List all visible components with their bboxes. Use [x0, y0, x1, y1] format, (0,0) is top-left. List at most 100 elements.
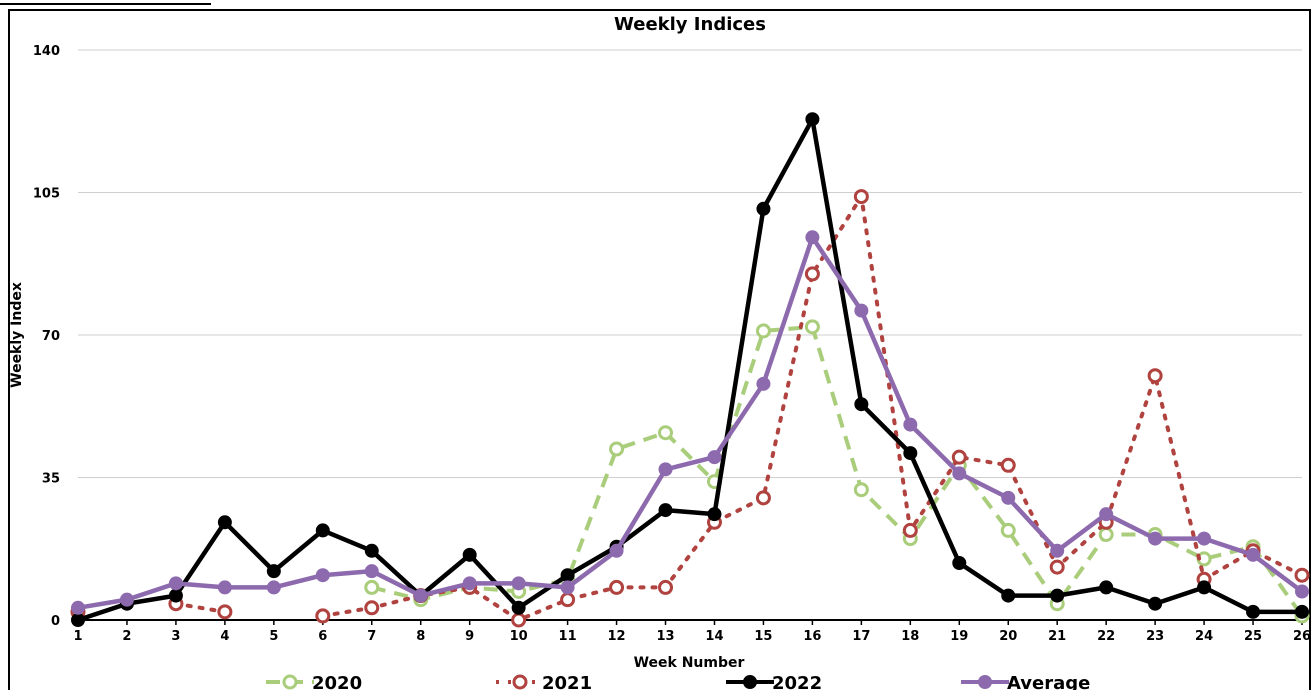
y-tick-label: 105 — [33, 187, 60, 202]
x-tick-label: 2 — [122, 629, 131, 644]
data-point-2022 — [1001, 588, 1016, 603]
legend-swatch-marker — [743, 675, 757, 689]
data-point-2021 — [609, 579, 625, 595]
x-tick-label: 16 — [803, 629, 821, 644]
data-point-average — [1099, 507, 1114, 522]
x-tick-label: 9 — [465, 629, 474, 644]
data-point-average — [1148, 531, 1163, 546]
x-tick-label: 5 — [269, 629, 278, 644]
data-point-2020 — [364, 579, 380, 595]
data-point-2022 — [1246, 604, 1261, 619]
x-tick-label: 20 — [999, 629, 1017, 644]
data-point-2022 — [805, 112, 820, 127]
data-point-2021 — [755, 490, 771, 506]
data-point-2022 — [707, 507, 722, 522]
x-tick-label: 17 — [852, 629, 870, 644]
x-tick-label: 23 — [1146, 629, 1164, 644]
y-tick-label: 35 — [42, 472, 60, 487]
data-point-2022 — [364, 543, 379, 558]
x-tick-label: 6 — [318, 629, 327, 644]
legend-item-average: Average — [961, 673, 1090, 690]
series-2022 — [71, 112, 1309, 627]
series-line-average — [77, 235, 1304, 611]
data-point-2021 — [902, 522, 918, 538]
x-axis-ticks: 1 2 3 4 5 6 7 8 9 10 11 12 13 14 15 16 17 18 19 20 21 22 23 24 2… — [73, 620, 1311, 644]
data-point-average — [315, 568, 330, 583]
y-axis-title: Weekly Index — [9, 282, 25, 388]
data-point-average — [805, 230, 820, 245]
x-tick-label: 4 — [220, 629, 229, 644]
data-point-2021 — [658, 579, 674, 595]
data-point-2020 — [804, 319, 820, 335]
data-point-average — [266, 580, 281, 595]
legend-swatch-marker — [282, 674, 298, 690]
data-point-2022 — [1050, 588, 1065, 603]
x-axis-title: Week Number — [634, 655, 745, 671]
x-tick-label: 7 — [367, 629, 376, 644]
data-point-average — [609, 543, 624, 558]
data-point-2022 — [1148, 596, 1163, 611]
y-tick-label: 0 — [51, 614, 60, 629]
data-point-2022 — [315, 523, 330, 538]
data-point-average — [658, 462, 673, 477]
x-tick-label: 12 — [608, 629, 626, 644]
data-point-2021 — [804, 266, 820, 282]
data-point-2021 — [511, 612, 527, 628]
y-tick-label: 140 — [33, 44, 60, 59]
x-tick-label: 3 — [171, 629, 180, 644]
x-tick-label: 11 — [559, 629, 577, 644]
data-point-average — [462, 576, 477, 591]
y-tick-label: 70 — [42, 329, 60, 344]
series-layer — [70, 112, 1310, 628]
data-point-2020 — [1000, 522, 1016, 538]
data-point-2021 — [315, 608, 331, 624]
data-point-average — [1001, 490, 1016, 505]
legend-label: 2021 — [542, 673, 592, 690]
data-point-2022 — [266, 564, 281, 579]
data-point-average — [71, 600, 85, 615]
legend-item-2022: 2022 — [726, 673, 822, 690]
legend-label: Average — [1007, 673, 1090, 690]
data-point-average — [217, 580, 232, 595]
x-tick-label: 22 — [1097, 629, 1115, 644]
data-point-2020 — [609, 441, 625, 457]
data-point-2021 — [364, 600, 380, 616]
series-2020 — [364, 319, 1310, 624]
data-point-average — [707, 450, 722, 465]
x-tick-label: 21 — [1048, 629, 1066, 644]
data-point-average — [903, 417, 918, 432]
data-point-average — [560, 580, 575, 595]
data-point-average — [854, 303, 869, 318]
chart-title: Weekly Indices — [614, 14, 766, 35]
data-point-2022 — [217, 515, 232, 530]
x-tick-label: 13 — [656, 629, 674, 644]
x-tick-label: 24 — [1195, 629, 1213, 644]
gridlines — [78, 49, 1302, 621]
data-point-2022 — [1099, 580, 1114, 595]
legend-swatch-marker — [512, 674, 528, 690]
x-tick-label: 14 — [705, 629, 723, 644]
data-point-2020 — [658, 425, 674, 441]
data-point-average — [1246, 547, 1261, 562]
x-tick-label: 25 — [1244, 629, 1262, 644]
data-point-average — [119, 592, 134, 607]
data-point-average — [511, 576, 526, 591]
chart-frame — [8, 9, 1311, 690]
data-point-average — [1197, 531, 1212, 546]
data-point-average — [952, 466, 967, 481]
legend: 2020 2021 2022 Average — [266, 673, 1090, 690]
legend-label: 2022 — [772, 673, 822, 690]
data-point-2022 — [1197, 580, 1212, 595]
data-point-2022 — [1295, 604, 1309, 619]
data-point-2021 — [560, 592, 576, 608]
data-point-2022 — [462, 547, 477, 562]
data-point-average — [168, 576, 183, 591]
series-line-2020 — [371, 324, 1304, 618]
data-point-2021 — [1049, 559, 1065, 575]
y-axis-ticks: 0 35 70 105 140 — [33, 44, 60, 629]
x-tick-label: 8 — [416, 629, 425, 644]
legend-swatch-marker — [978, 675, 992, 689]
data-point-average — [413, 588, 428, 603]
